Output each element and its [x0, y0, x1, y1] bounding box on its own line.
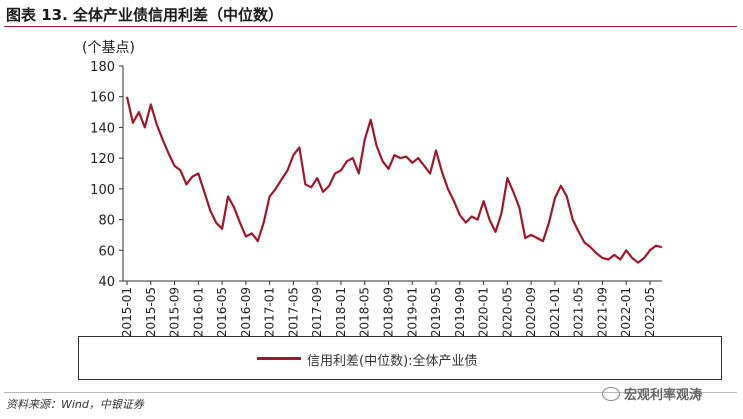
legend: 信用利差(中位数):全体产业债: [78, 336, 722, 380]
y-tick-label: 40: [98, 275, 115, 290]
x-tick-label: 2018-05: [358, 287, 372, 337]
chart-axes: (个基点) 40 60 80 100 120 140 160 180 2015-01 2015-05…: [82, 39, 662, 337]
watermark-text: 宏观利率观涛: [624, 388, 703, 403]
y-tick-label: 140: [90, 121, 115, 136]
y-tick-label: 100: [90, 183, 115, 198]
x-tick-label: 2016-05: [215, 287, 229, 337]
series-line: [125, 96, 663, 264]
y-tick-label: 180: [90, 60, 115, 75]
title-divider: [4, 26, 737, 27]
x-tick-label: 2022-05: [643, 287, 657, 337]
x-tick-label: 2021-01: [548, 287, 562, 337]
credit-spread-line-chart: (个基点) 40 60 80 100 120 140 160 180 2015-01 2015-05…: [82, 39, 663, 337]
x-tick-label: 2016-01: [191, 287, 205, 337]
y-tick-label: 120: [90, 152, 115, 167]
x-tick-label: 2019-09: [453, 287, 467, 337]
x-tick-label: 2022-01: [619, 287, 633, 337]
plot-area: [125, 96, 663, 264]
x-tick-label: 2015-05: [144, 287, 158, 337]
x-tick-label: 2020-09: [524, 287, 538, 337]
x-tick-label: 2017-01: [263, 287, 277, 337]
y-tick-label: 160: [90, 91, 115, 106]
x-tick-label: 2021-05: [572, 287, 586, 337]
y-tick-label: 60: [98, 244, 115, 259]
x-tick-label: 2018-09: [382, 287, 396, 337]
watermark: 宏观利率观涛: [602, 384, 702, 403]
legend-swatch-line: [257, 357, 301, 360]
x-tick-label: 2016-09: [239, 287, 253, 337]
wechat-icon: [602, 387, 620, 401]
source-note: 资料来源：Wind，中银证券: [6, 398, 144, 411]
x-tick-label: 2020-01: [477, 287, 491, 337]
footer-divider: [4, 392, 737, 393]
x-tick-label: 2017-09: [310, 287, 324, 337]
x-tick-label: 2017-05: [286, 287, 300, 337]
x-tick-label: 2018-01: [334, 287, 348, 337]
y-tick-label: 80: [98, 214, 115, 229]
legend-label: 信用利差(中位数):全体产业债: [307, 354, 478, 369]
y-axis-unit-label: (个基点): [82, 39, 135, 56]
x-tick-label: 2015-01: [120, 287, 134, 337]
x-tick-label: 2019-01: [405, 287, 419, 337]
x-tick-label: 2015-09: [168, 287, 182, 337]
chart-title: 图表 13. 全体产业债信用利差（中位数）: [6, 6, 284, 24]
x-tick-label: 2021-09: [595, 287, 609, 337]
x-tick-label: 2020-05: [500, 287, 514, 337]
x-tick-label: 2019-05: [429, 287, 443, 337]
